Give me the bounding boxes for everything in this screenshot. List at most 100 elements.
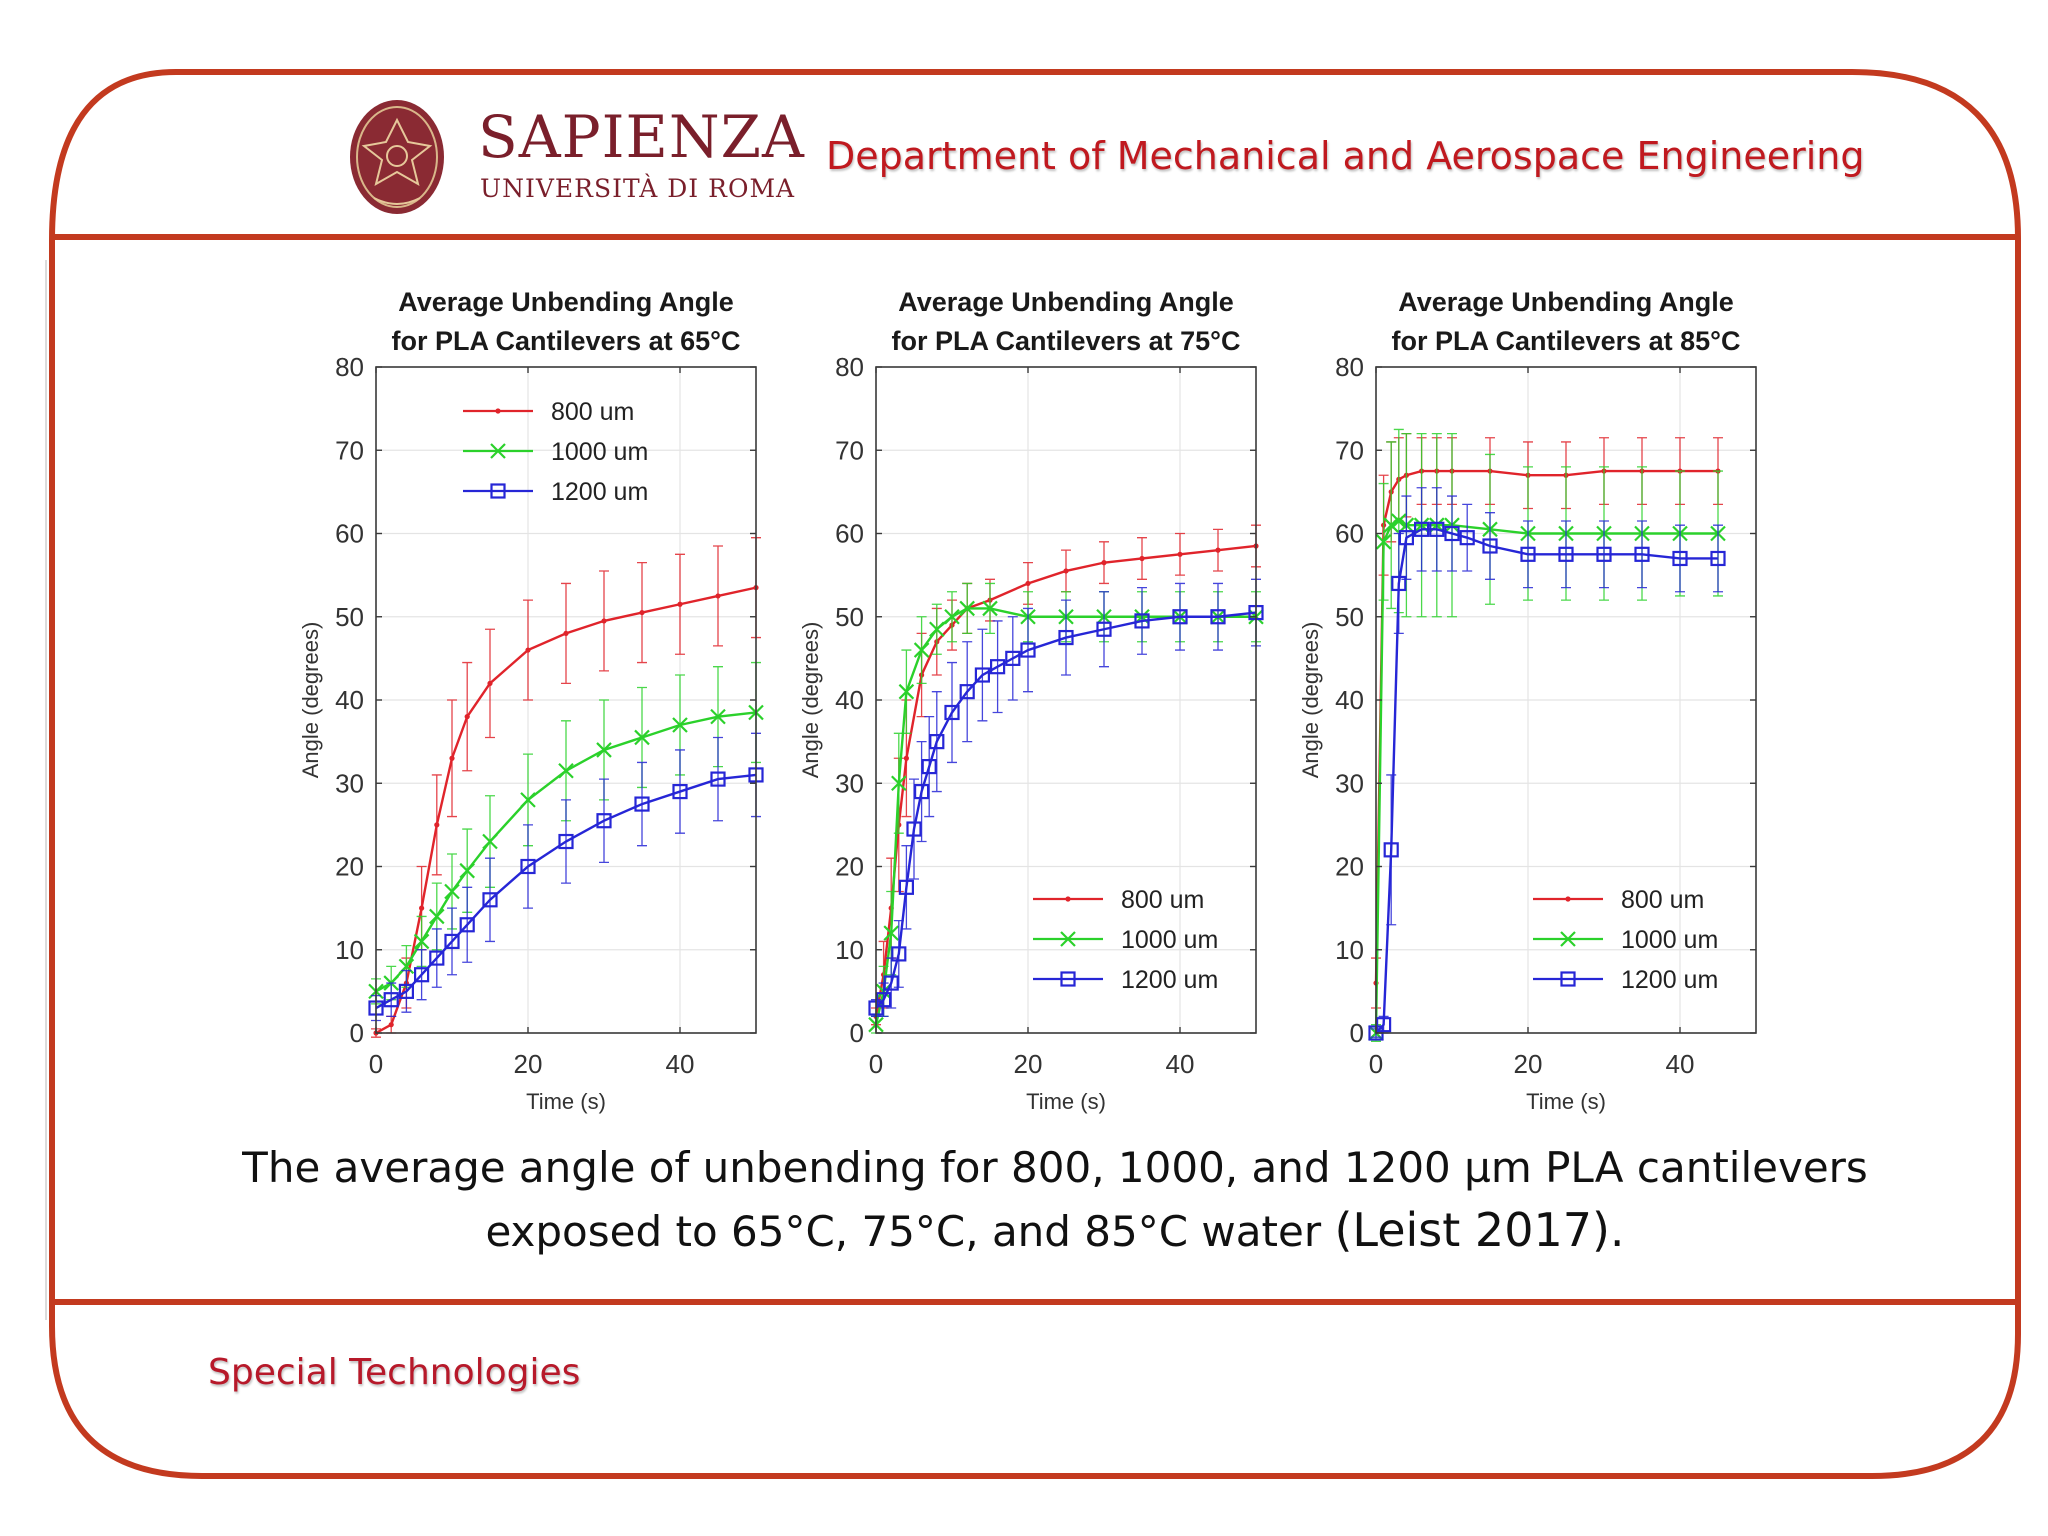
brand-name: SAPIENZA bbox=[478, 103, 805, 171]
y-tick-label: 30 bbox=[835, 768, 864, 798]
y-tick-label: 40 bbox=[335, 685, 364, 715]
legend: 800 um 1000 um 1200 um bbox=[1033, 886, 1218, 994]
data-point bbox=[490, 483, 506, 499]
brand-subtitle: UNIVERSITÀ DI ROMA bbox=[480, 174, 796, 203]
data-point bbox=[444, 933, 460, 950]
x-tick-label: 40 bbox=[1666, 1049, 1695, 1079]
series-1200-um bbox=[1368, 487, 1726, 1041]
data-point bbox=[1101, 560, 1107, 566]
data-point bbox=[520, 858, 536, 875]
x-tick-label: 0 bbox=[369, 1049, 383, 1079]
legend-label: 1000 um bbox=[1621, 926, 1718, 954]
y-tick-label: 10 bbox=[835, 935, 864, 965]
data-point bbox=[434, 822, 440, 828]
data-point bbox=[1139, 555, 1145, 562]
legend-label: 800 um bbox=[551, 398, 634, 426]
data-point bbox=[398, 983, 415, 999]
data-point bbox=[1383, 517, 1399, 533]
data-point bbox=[419, 905, 425, 911]
caption-citation: (Leist 2017). bbox=[1334, 1203, 1625, 1257]
data-point bbox=[974, 667, 990, 683]
y-tick-label: 0 bbox=[1350, 1018, 1364, 1048]
y-tick-label: 60 bbox=[835, 519, 864, 549]
data-point bbox=[459, 917, 475, 933]
y-tick-label: 50 bbox=[835, 602, 864, 632]
y-tick-label: 30 bbox=[1335, 768, 1364, 798]
caption-text: The average angle of unbending for 800, … bbox=[242, 1143, 1868, 1256]
legend: 800 um 1000 um 1200 um bbox=[463, 398, 648, 506]
x-tick-label: 0 bbox=[1369, 1049, 1383, 1079]
data-point bbox=[558, 762, 574, 779]
y-axis-label: Angle (degrees) bbox=[798, 622, 823, 779]
data-point bbox=[1177, 551, 1183, 557]
x-tick-label: 20 bbox=[1514, 1049, 1543, 1079]
legend-label: 1000 um bbox=[551, 438, 648, 466]
y-tick-label: 60 bbox=[1335, 519, 1364, 549]
data-point bbox=[1172, 609, 1188, 625]
x-axis-label: Time (s) bbox=[1026, 1089, 1106, 1114]
x-axis-label: Time (s) bbox=[1526, 1089, 1606, 1114]
y-tick-label: 40 bbox=[1335, 685, 1364, 715]
data-point bbox=[495, 408, 501, 414]
y-tick-label: 60 bbox=[335, 519, 364, 549]
data-point bbox=[482, 833, 498, 850]
data-point bbox=[1459, 530, 1475, 546]
chart-title-line: for PLA Cantilevers at 65°C bbox=[392, 326, 741, 356]
data-point bbox=[944, 608, 960, 625]
chart-title-line: Average Unbending Angle bbox=[898, 287, 1234, 317]
data-point bbox=[944, 704, 960, 721]
data-point bbox=[1005, 650, 1021, 666]
data-point bbox=[929, 621, 945, 638]
data-point bbox=[1429, 521, 1445, 537]
data-point bbox=[913, 642, 930, 658]
data-point bbox=[601, 618, 607, 624]
footer-label: Special Technologies bbox=[208, 1352, 581, 1393]
data-point bbox=[1634, 546, 1650, 562]
data-point bbox=[413, 933, 430, 950]
data-point bbox=[1560, 931, 1576, 947]
data-point bbox=[875, 992, 892, 1008]
data-point bbox=[1414, 521, 1430, 537]
data-point bbox=[898, 683, 915, 700]
data-point bbox=[1025, 580, 1031, 587]
figure-caption: The average angle of unbending for 800, … bbox=[150, 1137, 1960, 1263]
data-point bbox=[1444, 525, 1460, 542]
data-point bbox=[990, 659, 1006, 675]
legend-label: 1200 um bbox=[551, 478, 648, 506]
x-axis-label: Time (s) bbox=[526, 1089, 606, 1114]
x-tick-label: 0 bbox=[869, 1049, 883, 1079]
data-point bbox=[906, 821, 922, 837]
data-point bbox=[1558, 546, 1574, 562]
y-tick-label: 70 bbox=[835, 435, 864, 465]
data-point bbox=[883, 925, 899, 941]
y-tick-label: 0 bbox=[850, 1018, 864, 1048]
data-point bbox=[672, 717, 688, 733]
data-point bbox=[883, 975, 899, 991]
legend-label: 1000 um bbox=[1121, 926, 1218, 954]
data-point bbox=[1063, 568, 1069, 574]
data-point bbox=[1391, 513, 1407, 529]
data-point bbox=[1710, 550, 1726, 567]
data-point bbox=[1565, 896, 1571, 902]
data-point bbox=[914, 783, 930, 800]
chart-title-line: Average Unbending Angle bbox=[1398, 287, 1734, 317]
x-tick-label: 40 bbox=[666, 1049, 695, 1079]
chart-85c: Average Unbending Angle for PLA Cantileve… bbox=[1298, 287, 1757, 1114]
data-point bbox=[1134, 613, 1150, 629]
data-point bbox=[383, 992, 399, 1008]
data-point bbox=[558, 833, 574, 850]
chart-title-line: for PLA Cantilevers at 75°C bbox=[892, 326, 1241, 356]
data-point bbox=[1020, 642, 1036, 658]
data-point bbox=[525, 647, 531, 653]
data-point bbox=[449, 755, 455, 761]
data-point bbox=[1560, 971, 1576, 987]
data-point bbox=[1375, 1017, 1392, 1033]
y-tick-label: 50 bbox=[1335, 602, 1364, 632]
x-tick-label: 40 bbox=[1166, 1049, 1195, 1079]
data-point bbox=[596, 742, 612, 758]
data-point bbox=[1060, 971, 1076, 987]
data-point bbox=[1520, 546, 1536, 562]
data-point bbox=[520, 792, 536, 808]
data-point bbox=[490, 443, 506, 459]
